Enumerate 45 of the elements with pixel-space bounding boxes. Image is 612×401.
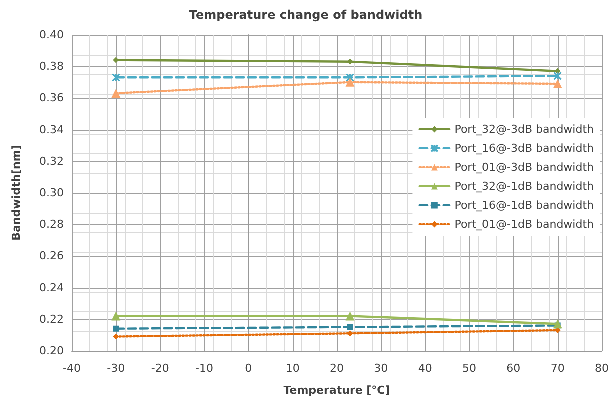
point [346, 78, 355, 87]
y-tick-label: 0.20 [40, 344, 64, 358]
legend-label: Port_01@-1dB bandwidth [454, 218, 594, 231]
point [112, 73, 120, 82]
legend-label: Port_16@-1dB bandwidth [454, 199, 594, 212]
point [347, 324, 354, 330]
y-tick-label: 0.30 [40, 186, 64, 200]
x-tick-label: 60 [506, 362, 521, 375]
y-tick-label: 0.26 [40, 250, 64, 263]
x-tick-label: -10 [196, 362, 214, 375]
y-tick-label: 0.40 [40, 28, 64, 42]
y-tick-label: 0.24 [40, 281, 64, 294]
x-tick-label: -20 [151, 362, 170, 375]
y-tick-label: 0.32 [40, 154, 64, 168]
x-tick-label: 20 [330, 362, 344, 375]
point [553, 320, 562, 329]
x-tick-label: 10 [286, 362, 300, 375]
x-tick-label: 0 [245, 362, 252, 375]
point [112, 88, 121, 98]
x-tick-label: 50 [462, 362, 476, 375]
y-tick-label: 0.22 [40, 312, 64, 326]
x-tick-label: 70 [550, 362, 565, 375]
legend-label: Port_32@-1dB bandwidth [454, 180, 594, 193]
legend-label: Port_01@-3dB bandwidth [454, 161, 594, 174]
point [113, 326, 120, 332]
point [112, 312, 121, 321]
y-tick-label: 0.34 [40, 123, 64, 136]
x-tick-label: 40 [418, 362, 432, 375]
chart-title: Temperature change of bandwidth [189, 8, 423, 22]
x-tick-label: -40 [63, 362, 81, 375]
point [346, 312, 355, 321]
point [554, 72, 562, 80]
y-tick-label: 0.28 [40, 218, 64, 232]
x-tick-label: 80 [595, 362, 609, 375]
legend-label: Port_16@-3dB bandwidth [454, 142, 594, 155]
x-tick-label: 30 [374, 362, 388, 375]
y-axis-title: Bandwidth[nm] [10, 145, 23, 241]
x-tick-label: -30 [107, 362, 126, 375]
point [113, 334, 120, 340]
point [346, 73, 354, 82]
point [553, 79, 562, 88]
y-tick-label: 0.38 [40, 60, 64, 74]
x-axis-title: Temperature [°C] [284, 384, 390, 397]
legend-label: Port_32@-3dB bandwidth [454, 123, 594, 136]
y-tick-label: 0.36 [40, 92, 64, 105]
